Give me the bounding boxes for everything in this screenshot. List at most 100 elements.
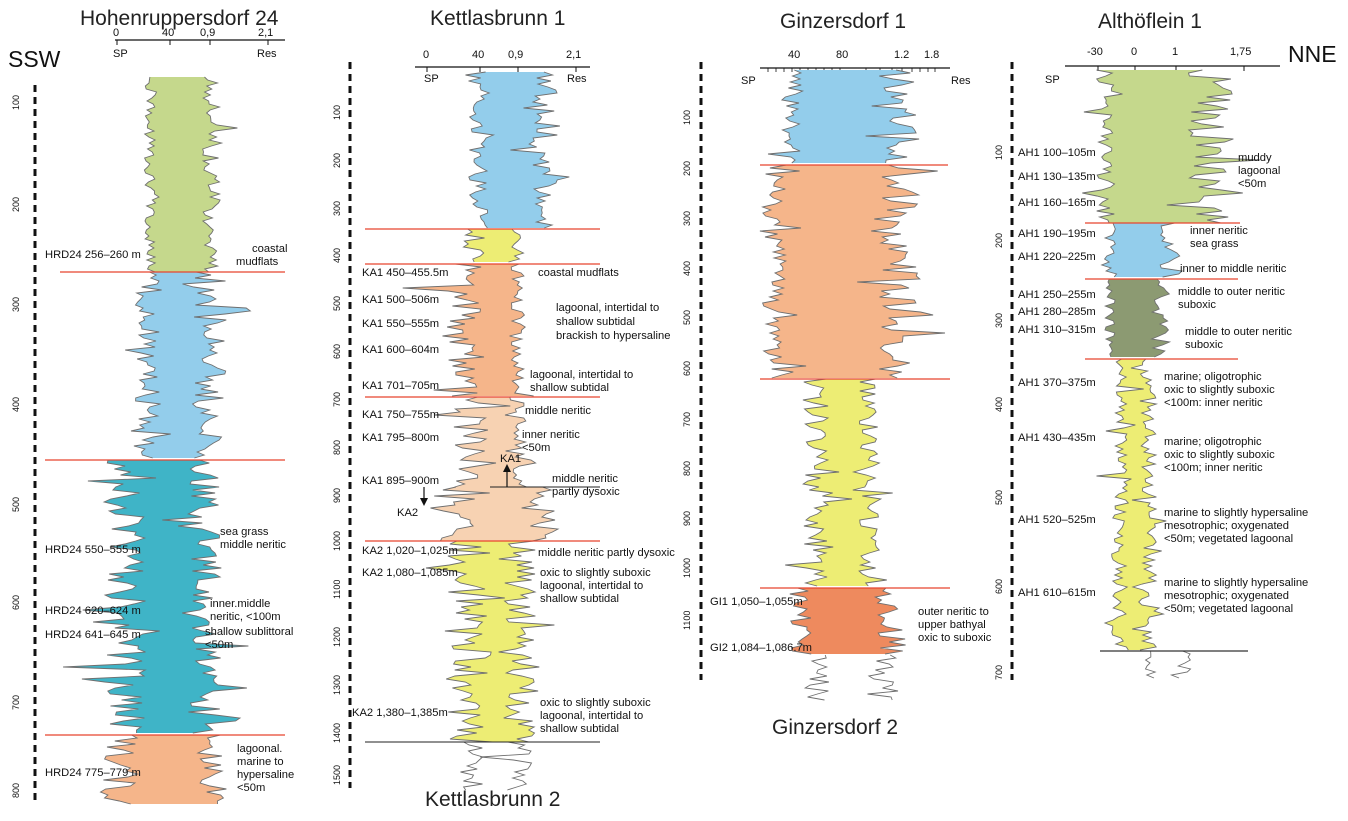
- sp-curve: [402, 263, 485, 397]
- depth-label: 1000: [332, 531, 342, 551]
- well-althoflein-1: Althöflein 1 -30 0 1 1,75 SP 100 200 300…: [994, 10, 1308, 680]
- scale-tick-label: 2,1: [258, 27, 273, 39]
- well-subtitle: Kettlasbrunn 2: [425, 788, 560, 811]
- arrow-up-icon: [503, 464, 511, 472]
- depth-label: 800: [11, 783, 21, 798]
- well-title: Althöflein 1: [1098, 10, 1202, 33]
- sp-label: SP: [113, 48, 128, 60]
- log-fill: [1101, 223, 1183, 277]
- environment-label: marine; oligotrophic oxic to slightly sub…: [1164, 371, 1275, 409]
- sample-label: HRD24 550–555 m: [45, 544, 141, 556]
- log-fill: [144, 77, 238, 272]
- log-intervals: [63, 76, 252, 805]
- scale-tick-label: 40: [162, 27, 174, 39]
- res-curve: [1159, 222, 1184, 278]
- depth-label: 200: [682, 161, 692, 176]
- res-curve: [521, 486, 560, 542]
- scale-tick-label: 80: [836, 49, 848, 61]
- res-curve: [1150, 278, 1172, 358]
- log-fill: [465, 72, 570, 228]
- sample-label: AH1 280–285m: [1018, 306, 1096, 318]
- environment-label: inner.middle neritic, <100m: [210, 598, 281, 623]
- environment-label: inner to middle neritic: [1180, 263, 1287, 275]
- well-kettlasbrunn: Kettlasbrunn 1 Kettlasbrunn 2 0 40 0,9 2…: [332, 7, 675, 811]
- sample-label: AH1 610–615m: [1018, 587, 1096, 599]
- scale-tick-label: 1: [1172, 46, 1178, 58]
- environment-label: oxic to slightly suboxic lagoonal, intert…: [540, 567, 651, 605]
- sample-label: KA1 550–555m: [362, 318, 439, 330]
- depth-label: 500: [332, 296, 342, 311]
- log-fill: [768, 70, 920, 163]
- depth-label: 600: [332, 344, 342, 359]
- sample-label: AH1 220–225m: [1018, 251, 1096, 263]
- arrow-down-icon: [420, 498, 428, 506]
- environment-label: shallow sublittoral <50m: [205, 626, 293, 651]
- scale-tick-label: 0: [113, 27, 119, 39]
- scale-tick-label: 2,1: [566, 49, 581, 61]
- depth-label: 200: [332, 153, 342, 168]
- environment-label: marine; oligotrophic oxic to slightly sub…: [1164, 436, 1275, 474]
- well-title: Hohenruppersdorf 24: [80, 7, 279, 30]
- log-fill: [785, 379, 893, 586]
- res-curve: [873, 587, 906, 655]
- log-fill: [1082, 70, 1261, 223]
- scale-tick-label: 40: [472, 49, 484, 61]
- res-curve: [504, 396, 537, 488]
- sample-label: KA1 500–506m: [362, 294, 439, 306]
- sample-label: AH1 190–195m: [1018, 228, 1096, 240]
- sp-curve: [767, 69, 805, 164]
- scale-tick-label: 1.2: [894, 49, 909, 61]
- scale-tick-label: 0: [423, 49, 429, 61]
- log-fill: [463, 229, 524, 262]
- res-curve: [182, 271, 252, 459]
- scale-tick-label: 0,9: [200, 27, 215, 39]
- sample-labels: AH1 100–105m AH1 130–135m AH1 160–165m A…: [1018, 147, 1096, 599]
- depth-label: 500: [682, 310, 692, 325]
- sample-label: HRD24 775–779 m: [45, 767, 141, 779]
- res-curve: [1130, 358, 1167, 651]
- environment-label: inner neritic sea grass: [1190, 225, 1248, 250]
- depth-label: 100: [682, 110, 692, 125]
- depth-label: 400: [994, 397, 1004, 412]
- sample-label: KA2 1,020–1,025m: [362, 545, 458, 557]
- log-fill: [125, 272, 251, 458]
- scale-ticks: 0 40 0,9 2,1: [113, 27, 273, 45]
- scale-tick-label: 0,9: [508, 49, 523, 61]
- depth-label: 700: [994, 665, 1004, 680]
- environment-label: oxic to slightly suboxic lagoonal, intert…: [540, 697, 651, 735]
- sp-curve: [63, 459, 160, 733]
- sp-curve: [143, 76, 160, 273]
- ka1-ka2-markers: KA1 KA2: [397, 453, 521, 519]
- depth-ticks: 100 200 300 400 500 600 700 800: [11, 95, 21, 798]
- depth-label: 1300: [332, 675, 342, 695]
- sample-label: KA1 450–455.5m: [362, 267, 448, 279]
- sp-curve: [430, 486, 490, 542]
- well-hohenruppersdorf-24: Hohenruppersdorf 24 0 40 0,9 2,1 SP Res …: [11, 7, 294, 805]
- depth-label: 100: [332, 105, 342, 120]
- log-fill: [759, 165, 945, 378]
- depth-label: 1100: [332, 580, 342, 599]
- depth-label: 600: [682, 361, 692, 376]
- log-fill: [789, 588, 906, 654]
- log-fill: [430, 487, 558, 541]
- log-tail-curve: [480, 741, 533, 791]
- depth-label: 600: [11, 595, 21, 610]
- res-curve: [508, 228, 525, 263]
- sp-curve: [125, 271, 171, 459]
- sp-curve: [425, 540, 505, 743]
- depth-ticks: 100 200 300 400 500 600 700 800 900 1000…: [682, 110, 692, 630]
- depth-label: 400: [11, 397, 21, 412]
- sp-curve: [1100, 222, 1118, 278]
- depth-label: 300: [682, 211, 692, 226]
- depth-label: 1400: [332, 723, 342, 743]
- depth-label: 200: [11, 197, 21, 212]
- sp-curve: [434, 396, 511, 488]
- sample-label: GI2 1,084–1,086.7m: [710, 642, 812, 654]
- sample-label: AH1 100–105m: [1018, 147, 1096, 159]
- environment-label: muddy lagoonal <50m: [1238, 152, 1280, 190]
- environment-label: inner neritic <50m: [522, 429, 580, 454]
- sample-label: AH1 430–435m: [1018, 432, 1096, 444]
- log-intervals: [1082, 69, 1261, 679]
